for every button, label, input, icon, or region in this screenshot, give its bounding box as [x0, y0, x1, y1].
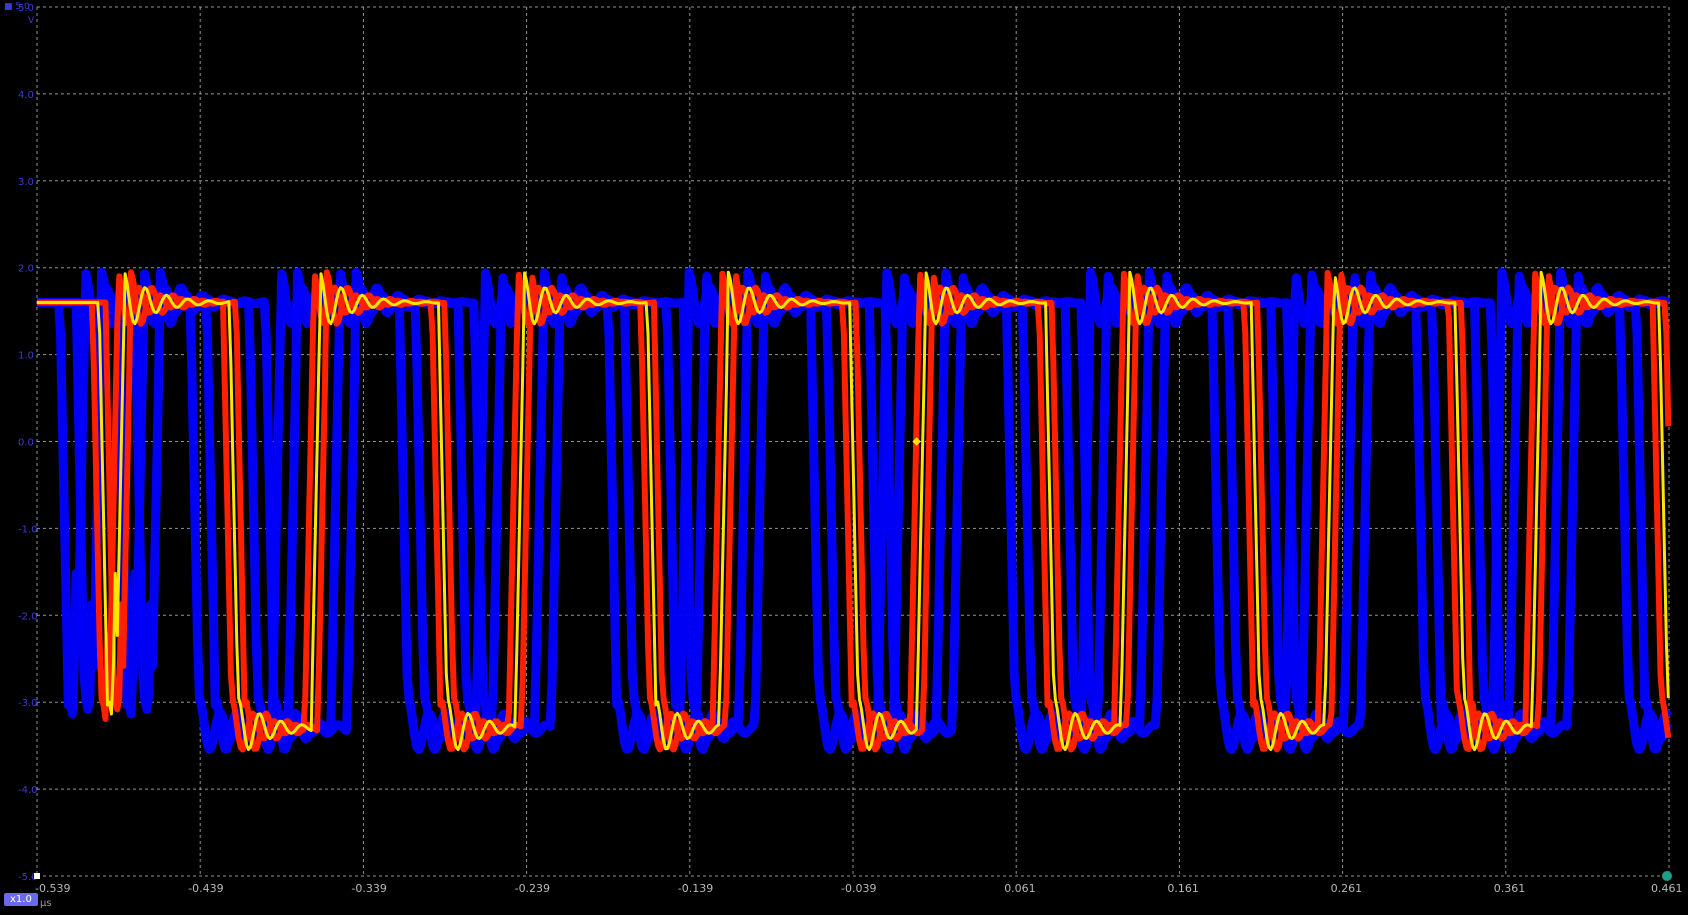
x-tick-label: 0.461 [1651, 882, 1683, 895]
y-tick-label: 2.0 [18, 264, 34, 275]
zoom-badge[interactable]: x1.0 [4, 893, 38, 906]
y-tick-label: -3.0 [18, 698, 38, 709]
x-tick-label: -0.239 [515, 882, 550, 895]
channel-marker[interactable]: ■ 5.0 [4, 2, 30, 12]
y-tick-label: 5.0 [18, 3, 34, 14]
x-tick-label: -0.439 [188, 882, 223, 895]
x-tick-label: 0.161 [1167, 882, 1199, 895]
trigger-marker[interactable] [912, 437, 921, 446]
y-tick-label: 0.0 [18, 438, 34, 449]
channel-unit-label: V [28, 16, 35, 26]
y-tick-label: -2.0 [18, 611, 38, 622]
persistence-trace-mid [36, 269, 1672, 753]
waveform-traces [34, 267, 1673, 755]
y-tick-label: -5.0 [18, 872, 38, 883]
origin-marker [34, 873, 40, 879]
x-tick-label: 0.361 [1494, 882, 1526, 895]
x-tick-label: 0.061 [1004, 882, 1035, 895]
y-tick-label: -1.0 [18, 524, 38, 535]
x-tick-label: -0.139 [678, 882, 713, 895]
timebase-end-marker[interactable] [1662, 871, 1672, 881]
x-tick-label: -0.039 [841, 882, 876, 895]
y-tick-label: 1.0 [18, 351, 34, 362]
y-tick-label: 3.0 [18, 177, 34, 188]
y-tick-label: 4.0 [18, 90, 34, 101]
y-tick-label: -4.0 [18, 785, 38, 796]
persistence-trace-high [37, 270, 1670, 752]
time-unit-label: μs [40, 898, 52, 909]
x-tick-label: -0.539 [35, 882, 70, 895]
x-tick-label: 0.261 [1331, 882, 1363, 895]
x-tick-label: -0.339 [351, 882, 386, 895]
